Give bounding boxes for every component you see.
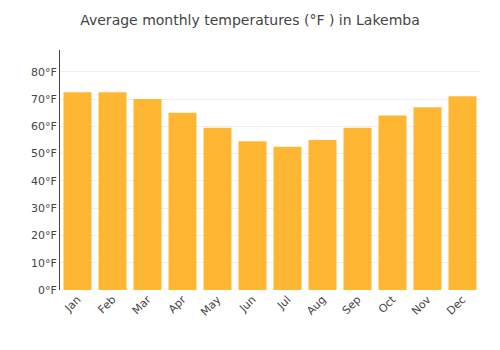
svg-text:Jun: Jun (236, 293, 258, 315)
svg-text:0°F: 0°F (38, 284, 57, 297)
svg-text:Apr: Apr (166, 293, 189, 316)
svg-text:50°F: 50°F (31, 147, 57, 160)
svg-text:Jul: Jul (274, 293, 293, 312)
svg-text:Oct: Oct (376, 293, 399, 316)
svg-text:Nov: Nov (409, 293, 434, 318)
svg-text:40°F: 40°F (31, 175, 57, 188)
svg-text:Feb: Feb (96, 293, 119, 316)
svg-text:Aug: Aug (304, 293, 328, 317)
svg-text:30°F: 30°F (31, 202, 57, 215)
svg-text:Mar: Mar (130, 293, 154, 317)
svg-text:20°F: 20°F (31, 229, 57, 242)
svg-text:May: May (198, 293, 224, 319)
svg-text:Average monthly temperatures (: Average monthly temperatures (°F ) in La… (80, 12, 420, 28)
svg-text:Jan: Jan (62, 293, 84, 315)
svg-text:70°F: 70°F (31, 93, 57, 106)
svg-text:10°F: 10°F (31, 257, 57, 270)
svg-text:80°F: 80°F (31, 66, 57, 79)
svg-text:60°F: 60°F (31, 120, 57, 133)
svg-text:Sep: Sep (340, 293, 364, 317)
svg-text:Dec: Dec (444, 293, 468, 317)
